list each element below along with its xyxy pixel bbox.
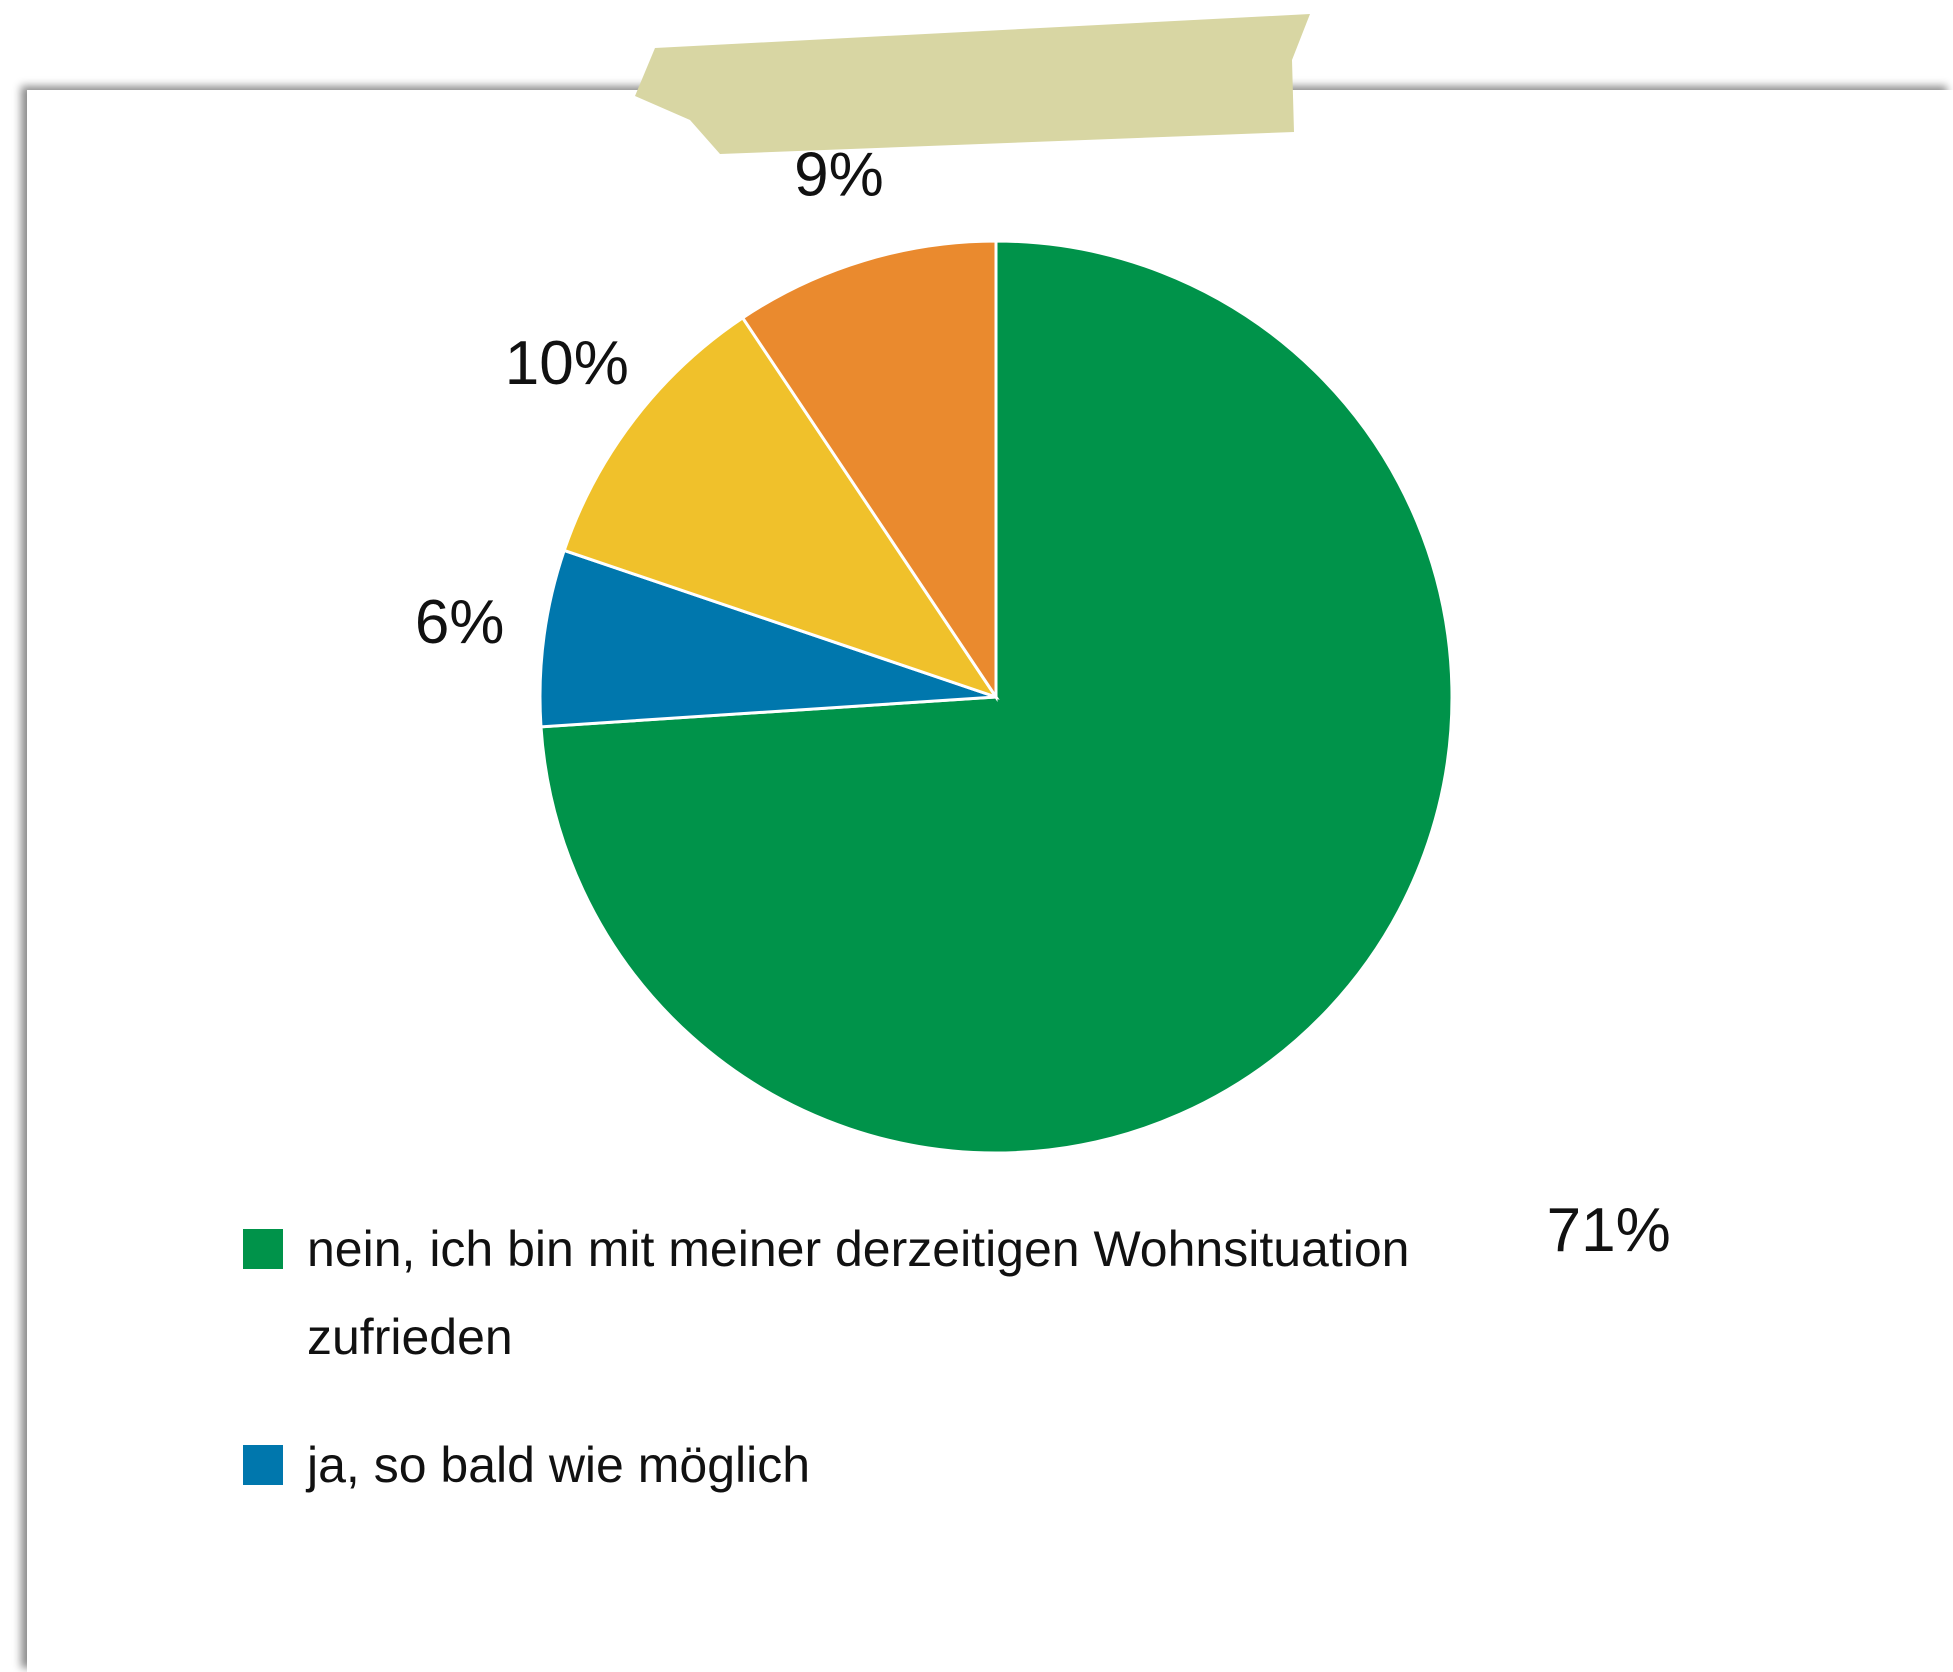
value-label: 6%	[415, 588, 505, 657]
legend-entry: ja, so bald wie möglich	[243, 1421, 1523, 1509]
value-label: 10%	[505, 329, 629, 398]
legend-swatch	[243, 1445, 283, 1485]
page: 71% 6% 10% 9% nein, ich bin mit meiner derz…	[0, 0, 1953, 1672]
pie	[540, 241, 1452, 1153]
legend-swatch	[243, 1229, 283, 1269]
value-label: 71%	[1547, 1196, 1671, 1265]
value-label: 9%	[794, 141, 884, 210]
legend-label: ja, so bald wie möglich	[307, 1421, 810, 1509]
legend-label: nein, ich bin mit meiner derzeitigen Woh…	[307, 1205, 1523, 1381]
legend: nein, ich bin mit meiner derzeitigen Woh…	[243, 1205, 1523, 1549]
tape	[635, 14, 1310, 154]
legend-entry: nein, ich bin mit meiner derzeitigen Woh…	[243, 1205, 1523, 1381]
